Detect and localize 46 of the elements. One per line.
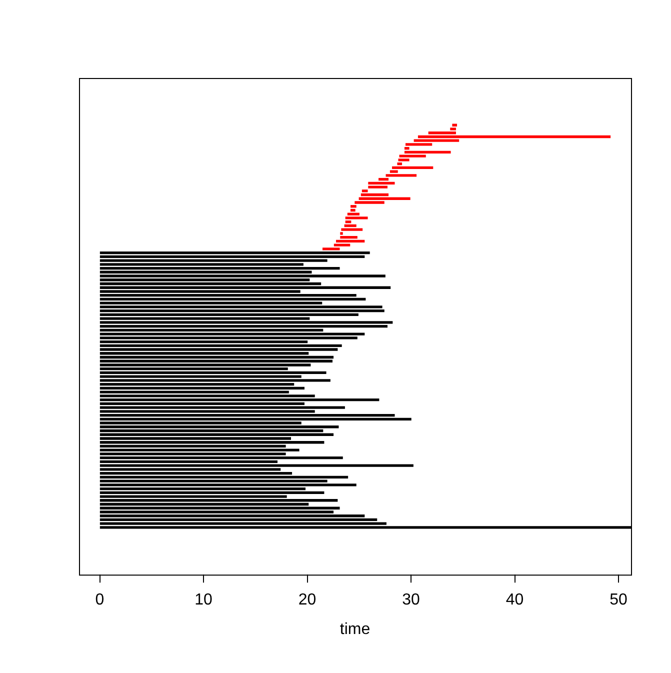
x-tick-label: 30	[402, 592, 420, 609]
bar	[100, 356, 334, 359]
bar	[345, 216, 368, 220]
bar	[100, 464, 414, 467]
bar	[100, 266, 340, 270]
bar	[100, 371, 326, 374]
bar	[100, 456, 343, 460]
bar	[100, 274, 386, 278]
bar	[100, 426, 339, 428]
bar	[100, 286, 391, 289]
x-tick-label: 50	[610, 592, 628, 609]
bar	[100, 441, 324, 444]
bar	[100, 306, 382, 308]
bar	[100, 448, 300, 452]
bar	[100, 418, 412, 420]
x-tick-label: 0	[95, 592, 104, 609]
bar	[100, 491, 324, 494]
x-tick-label: 20	[298, 592, 316, 609]
bar	[452, 124, 458, 126]
bar	[100, 386, 304, 390]
bar	[100, 379, 330, 382]
bar	[100, 406, 345, 409]
bar	[100, 476, 348, 479]
bar	[100, 332, 365, 336]
bar	[100, 344, 342, 347]
bar	[100, 433, 334, 436]
bar	[100, 499, 338, 502]
bar	[100, 484, 356, 486]
bar	[100, 251, 370, 254]
bar	[358, 197, 410, 200]
bar	[418, 135, 611, 138]
bar	[100, 298, 366, 301]
bar	[100, 321, 393, 324]
bar	[341, 228, 363, 231]
bar	[100, 360, 333, 362]
x-tick-label: 40	[506, 592, 524, 609]
bar	[368, 182, 395, 184]
bar	[100, 309, 384, 312]
bar	[350, 208, 356, 212]
bar	[100, 348, 338, 351]
bar	[100, 506, 340, 510]
x-tick-label: 10	[194, 592, 213, 609]
bar	[392, 166, 434, 170]
x-axis-title: time	[340, 620, 370, 638]
bar	[336, 240, 365, 243]
bar	[100, 398, 380, 402]
